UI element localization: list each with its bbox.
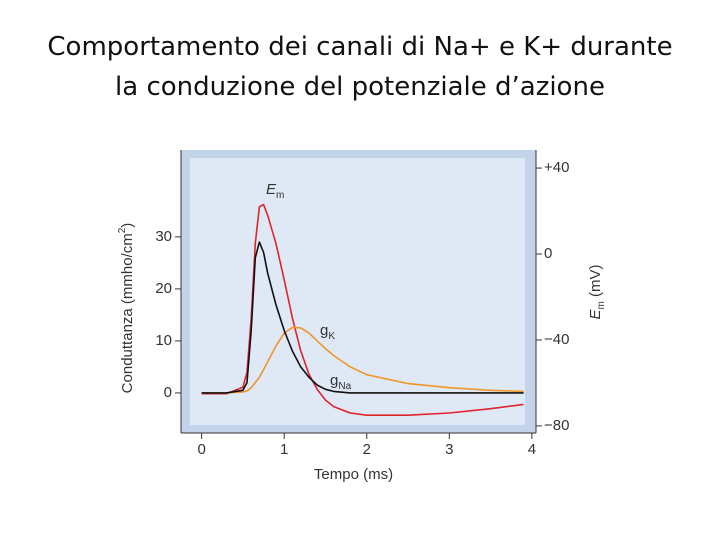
series-line xyxy=(201,326,524,394)
y-tick-label: 10 xyxy=(155,332,172,349)
series-line xyxy=(201,203,524,416)
plot-area xyxy=(190,158,525,425)
title-line: la conduzione del potenziale d’azione xyxy=(115,72,605,102)
y2-tick-label: +40 xyxy=(544,159,569,176)
y-axis-label-part: Conduttanza (mmho/cm xyxy=(119,233,136,393)
series-label-main: g xyxy=(330,372,338,389)
series-label-main: E xyxy=(266,181,277,198)
series-label-sub: m xyxy=(276,190,284,201)
series-label: Em xyxy=(266,181,284,201)
series-label-sub: Na xyxy=(338,381,351,392)
x-tick-label: 0 xyxy=(197,441,205,458)
y-axis-label: Conduttanza (mmho/cm2) xyxy=(117,223,136,394)
y2-axis-label-part: m xyxy=(596,301,607,309)
x-axis-label: Tempo (ms) xyxy=(314,466,393,483)
series-label-main: g xyxy=(320,322,328,339)
x-tick-label: 2 xyxy=(363,441,371,458)
y-tick-label: 20 xyxy=(155,280,172,297)
y-axis-label-part: 2 xyxy=(117,227,128,233)
y2-axis-label: Em (mV) xyxy=(587,264,607,319)
y2-axis-label-part: (mV) xyxy=(587,264,604,301)
series-line xyxy=(201,241,524,394)
x-tick-label: 3 xyxy=(445,441,453,458)
title-line: Comportamento dei canali di Na+ e K+ dur… xyxy=(47,32,673,62)
y2-tick-label: 0 xyxy=(544,245,552,262)
y2-axis-label-part: E xyxy=(587,309,604,320)
y2-tick-label: −80 xyxy=(544,417,569,434)
y-tick-label: 0 xyxy=(164,384,172,401)
series-label: gK xyxy=(320,322,335,342)
x-tick-label: 4 xyxy=(528,441,536,458)
x-tick-label: 1 xyxy=(280,441,288,458)
series-label: gNa xyxy=(330,372,352,392)
series-label-sub: K xyxy=(328,331,335,342)
y2-tick-label: −40 xyxy=(544,331,569,348)
y-tick-label: 30 xyxy=(155,228,172,245)
y-axis-label-part: ) xyxy=(119,223,136,228)
